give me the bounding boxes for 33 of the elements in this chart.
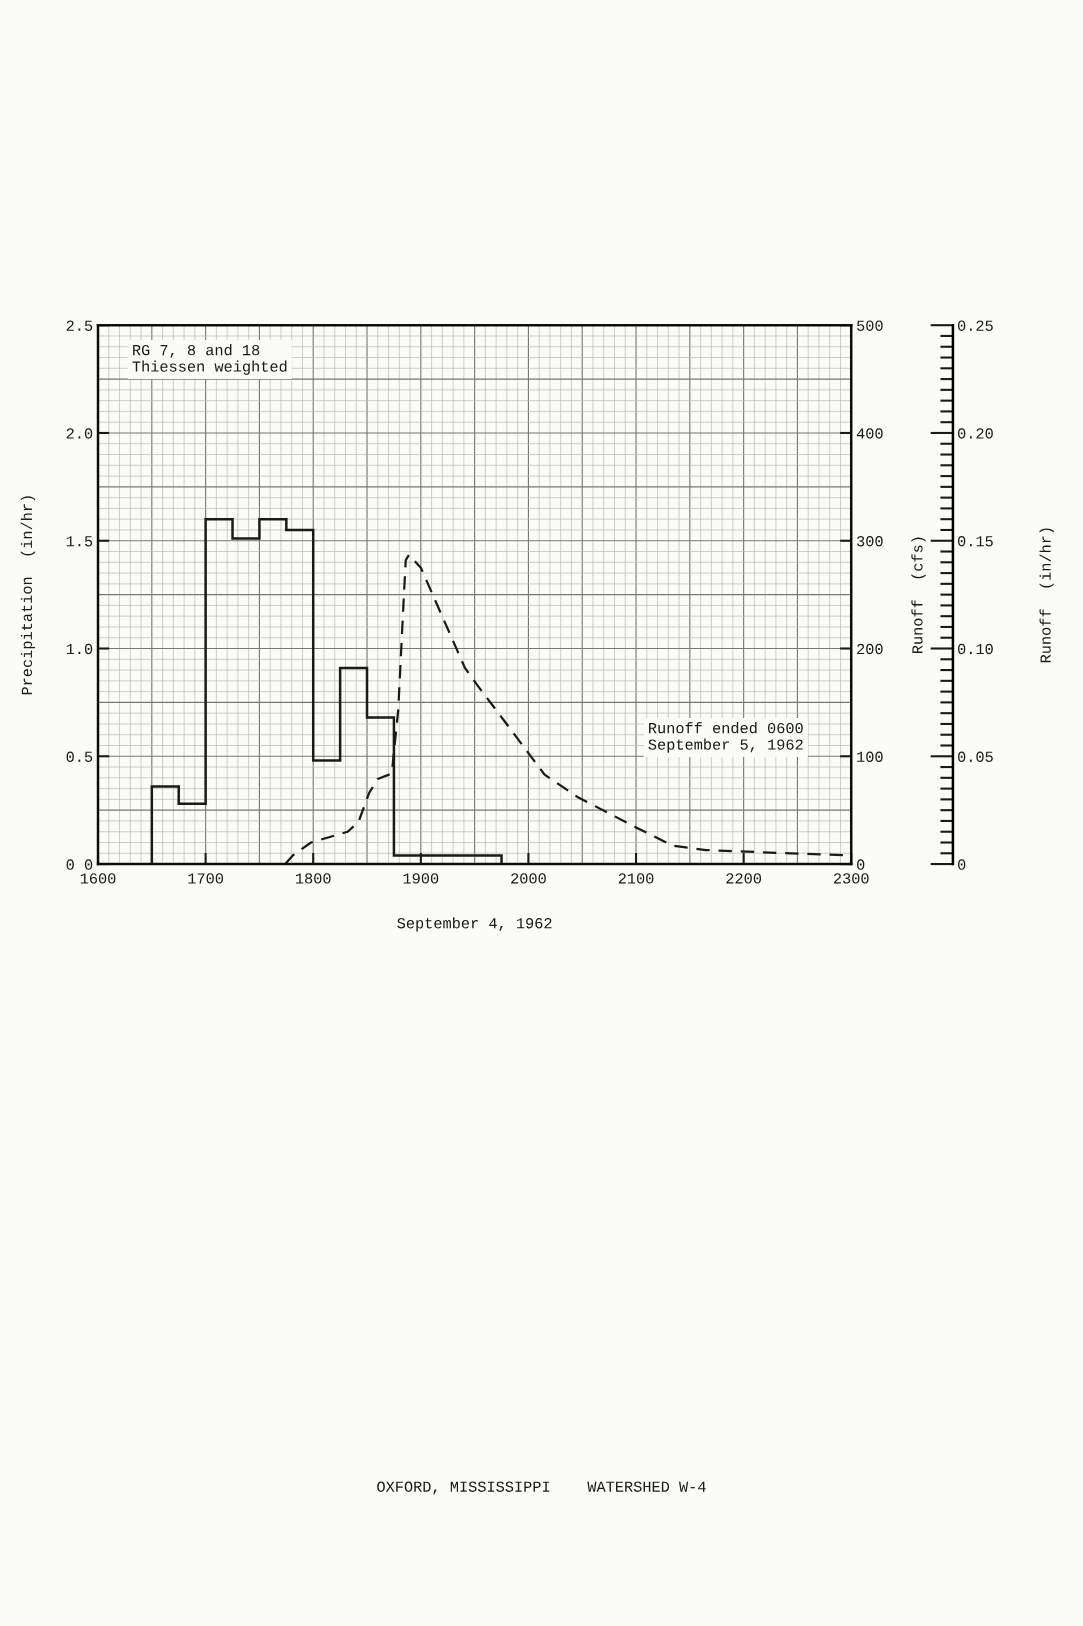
y2-tick-label: 300 (857, 536, 883, 547)
y-tick-label: 2.5 (66, 320, 93, 331)
text: OXFORD, MISSISSIPPI WATERSHED W-4 (377, 1481, 706, 1495)
x-tick-label: 2300 (833, 873, 869, 884)
y3-tick-label: 0 (958, 859, 966, 870)
x-tick-label: 1800 (295, 873, 331, 884)
y2-tick-label: 200 (857, 643, 883, 655)
y3-tick-label: 0.25 (958, 320, 993, 331)
x-tick-label: 2000 (511, 873, 546, 884)
y3-tick-label: 0.20 (958, 428, 993, 439)
x-tick-label: 1600 (80, 873, 116, 884)
y-tick-label: 0.5 (66, 751, 93, 762)
y3-tick-label: 0.10 (958, 643, 993, 655)
y-tick-label: 2.0 (66, 428, 93, 439)
x-tick-label: 1700 (188, 873, 224, 884)
y-tick-label: 1.0 (66, 643, 93, 655)
y-tick-label: 0 0 (66, 859, 93, 870)
y2-tick-label: 400 (856, 428, 883, 439)
y-axis-title: Precipitation (in/hr) (20, 496, 36, 695)
annotation: Runoff ended 0600 September 5, 1962 (648, 722, 803, 753)
y3-tick-label: 0.15 (958, 536, 993, 547)
x-tick-label: 2200 (726, 873, 762, 884)
x-tick-label: 2100 (618, 873, 654, 884)
y2-tick-label: 0 (857, 859, 865, 870)
y2-tick-label: 500 (857, 320, 883, 331)
y3-tick-label: 0.05 (958, 751, 993, 762)
y3-axis-title: Runoff (in/hr) (1039, 528, 1054, 663)
x-axis-title: September 4, 1962 (397, 917, 552, 932)
y2-axis-title: Runoff (cfs) (911, 537, 926, 654)
y-tick-label: 1.5 (66, 536, 93, 547)
y2-tick-label: 100 (857, 751, 883, 762)
annotation: RG 7, 8 and 18 Thiessen weighted (132, 344, 287, 375)
x-tick-label: 1900 (403, 873, 439, 884)
